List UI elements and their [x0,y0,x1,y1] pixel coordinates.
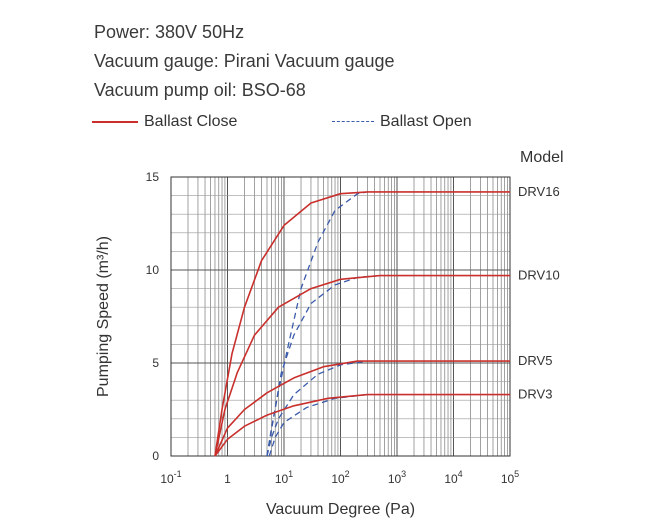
chart-axes [170,176,511,457]
spec-vacuum-gauge: Vacuum gauge: Pirani Vacuum gauge [94,51,395,71]
y-axis-title: Pumping Speed (m³/h) [95,236,112,397]
series-ballast-close-drv3 [214,393,510,457]
series-ballast-close-drv10 [214,274,510,457]
series-ballast-open-drv5 [266,360,368,457]
series-ballast-close-drv16 [214,191,510,457]
chart-labels: 0 5 10 15 10-1 1 101 102 103 104 105 Vacuum Degree … [95,149,564,518]
series-ballast-open-drv3 [268,393,368,457]
x-tick-label: 101 [275,469,293,486]
model-label-drv16: DRV16 [518,184,560,199]
spec-power: Power: 380V 50Hz [94,22,245,42]
series-ballast-close-drv5 [214,360,510,457]
x-tick-label: 102 [331,469,349,486]
legend-dashed-line-swatch [332,121,374,123]
series-ballast-open-drv16 [266,191,368,457]
x-axis-title: Vacuum Degree (Pa) [266,501,415,518]
x-tick-label: 105 [501,469,519,486]
model-header: Model [520,149,564,166]
x-tick-label: 103 [388,469,406,486]
chart-grid [170,176,510,457]
x-tick-label: 104 [444,469,462,486]
legend-ballast-open-label: Ballast Open [380,113,472,130]
legend-ballast-close-label: Ballast Close [144,113,238,130]
y-tick-label: 0 [152,449,159,463]
x-tick-label: 1 [224,472,231,486]
y-tick-label: 10 [146,263,160,277]
model-label-drv5: DRV5 [518,353,552,368]
chart-series [214,191,510,457]
x-tick-label: 10-1 [160,469,181,486]
plot-border [170,176,511,457]
legend-ballast-close: Ballast Close [92,113,237,131]
y-tick-label: 15 [146,170,160,184]
legend-ballast-open: Ballast Open [332,113,472,131]
legend-solid-line-swatch [92,120,138,123]
y-tick-label: 5 [152,356,159,370]
model-label-drv3: DRV3 [518,387,552,402]
spec-pump-oil: Vacuum pump oil: BSO-68 [94,80,306,100]
model-label-drv10: DRV10 [518,268,560,283]
